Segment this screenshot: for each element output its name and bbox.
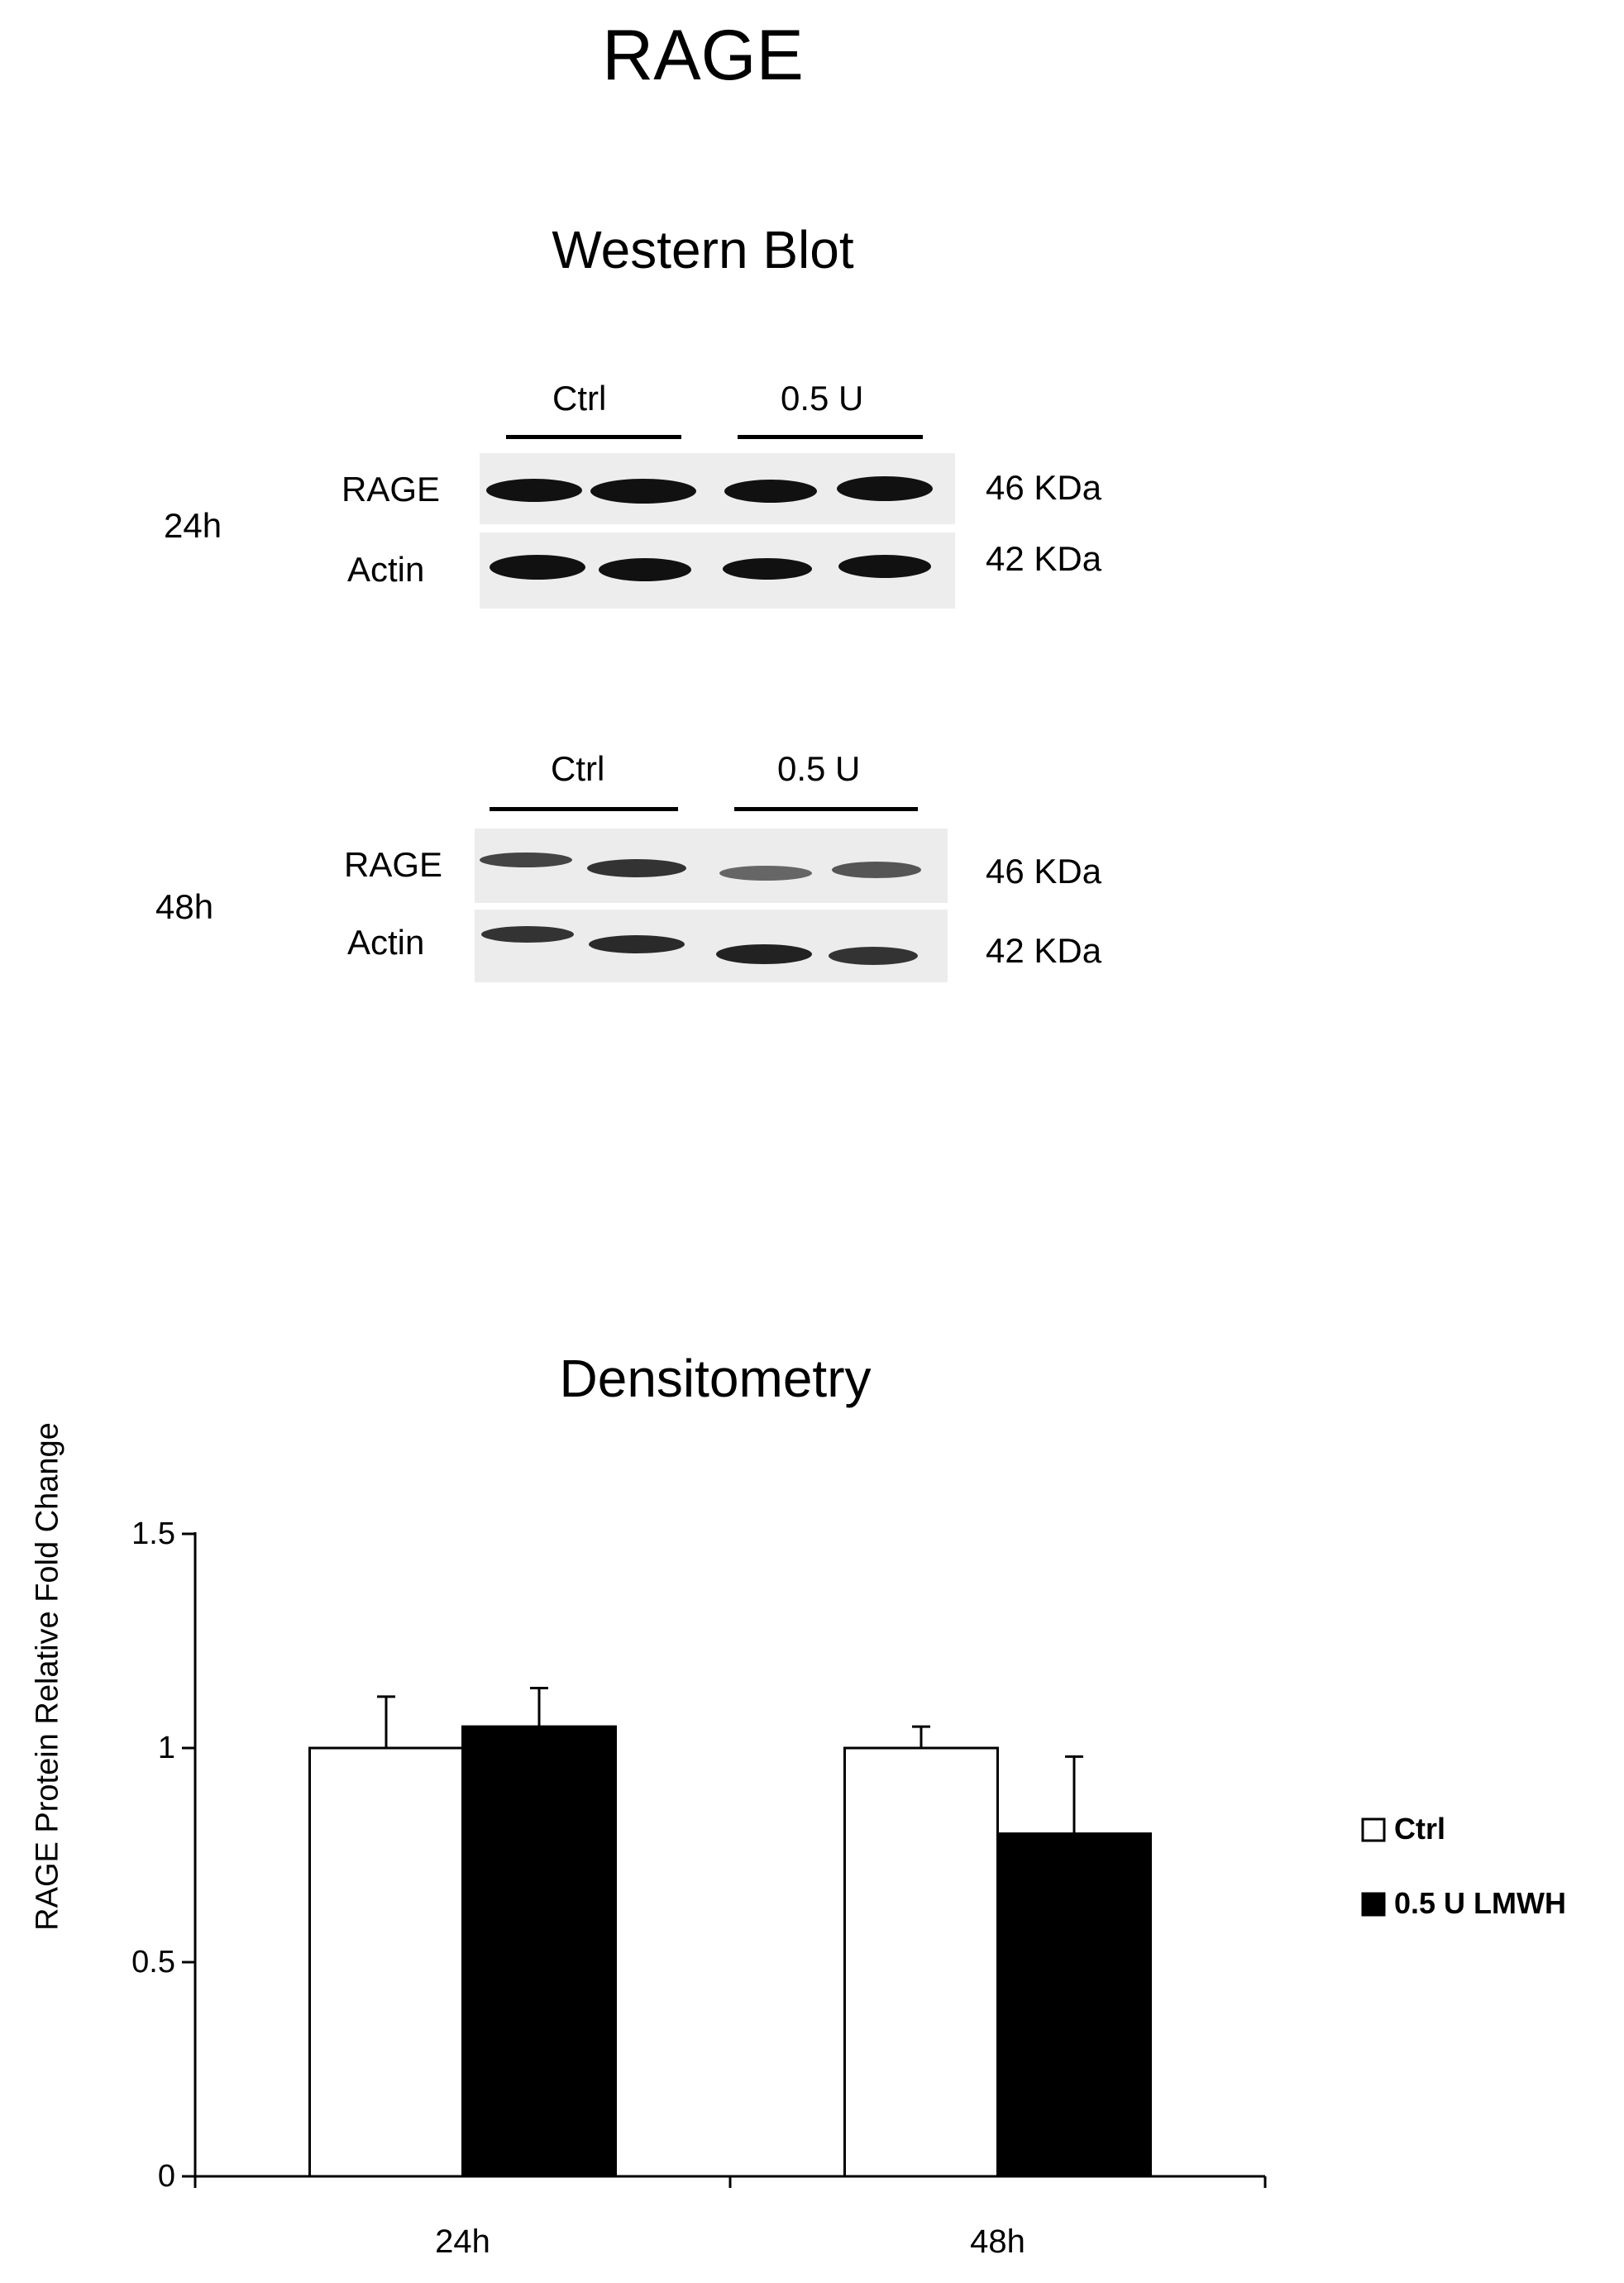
densitometry-chart: 24h 48h 0 0.5 1 1.5 Ctrl 0.5 U LMWH — [131, 1516, 1566, 2260]
row-label-rage: RAGE — [342, 470, 441, 509]
bar-0-5-u-lmwh-48h — [996, 1832, 1152, 2178]
densitometry-title: Densitometry — [559, 1349, 872, 1408]
blot-image-48h — [475, 829, 948, 982]
group-label-ctrl: Ctrl — [551, 749, 605, 788]
bar-0-5-u-lmwh-24h — [461, 1725, 617, 2178]
western-blot-title: Western Blot — [552, 220, 854, 279]
blot-image-24h — [480, 453, 955, 609]
x-tick-label: 48h — [970, 2223, 1025, 2260]
kda-label-actin: 42 KDa — [986, 931, 1102, 970]
legend-label: 0.5 U LMWH — [1394, 1886, 1566, 1920]
x-tick-label: 24h — [435, 2223, 490, 2260]
row-label-rage: RAGE — [344, 845, 443, 884]
group-bracket-treated — [738, 435, 923, 439]
kda-label-rage: 46 KDa — [986, 468, 1102, 507]
kda-label-rage: 46 KDa — [986, 852, 1102, 891]
panel-time-label: 48h — [155, 887, 214, 926]
row-label-actin: Actin — [347, 923, 425, 962]
group-bracket-treated — [734, 807, 918, 811]
legend-swatch — [1361, 1817, 1386, 1842]
group-bracket-ctrl — [490, 807, 678, 811]
panel-time-label: 24h — [164, 506, 222, 545]
kda-label-actin: 42 KDa — [986, 539, 1102, 578]
legend-label: Ctrl — [1394, 1812, 1445, 1846]
bar-ctrl-48h — [843, 1746, 999, 2178]
y-tick-label: 1 — [158, 1731, 175, 1765]
y-tick-label: 1.5 — [131, 1516, 175, 1551]
group-label-treated: 0.5 U — [777, 749, 861, 788]
bar-ctrl-24h — [308, 1746, 464, 2178]
group-label-ctrl: Ctrl — [552, 379, 607, 418]
figure-title: RAGE — [602, 16, 804, 95]
group-label-treated: 0.5 U — [781, 379, 864, 418]
group-bracket-ctrl — [506, 435, 681, 439]
y-tick-label: 0.5 — [131, 1945, 175, 1980]
legend-swatch — [1361, 1892, 1386, 1917]
row-label-actin: Actin — [347, 550, 425, 589]
y-tick-label: 0 — [158, 2159, 175, 2194]
